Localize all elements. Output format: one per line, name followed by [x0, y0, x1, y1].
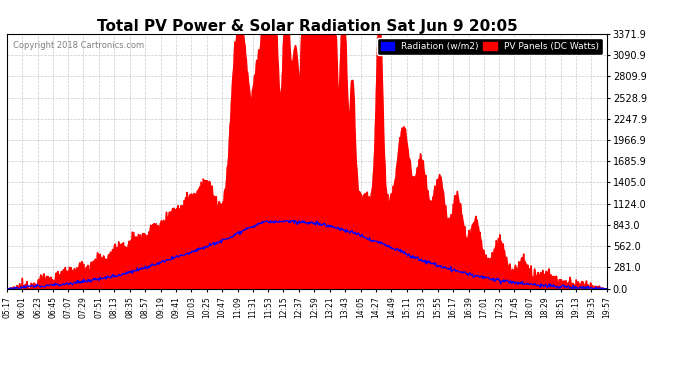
Text: Copyright 2018 Cartronics.com: Copyright 2018 Cartronics.com: [13, 41, 144, 50]
Legend: Radiation (w/m2), PV Panels (DC Watts): Radiation (w/m2), PV Panels (DC Watts): [377, 38, 602, 55]
Title: Total PV Power & Solar Radiation Sat Jun 9 20:05: Total PV Power & Solar Radiation Sat Jun…: [97, 19, 518, 34]
